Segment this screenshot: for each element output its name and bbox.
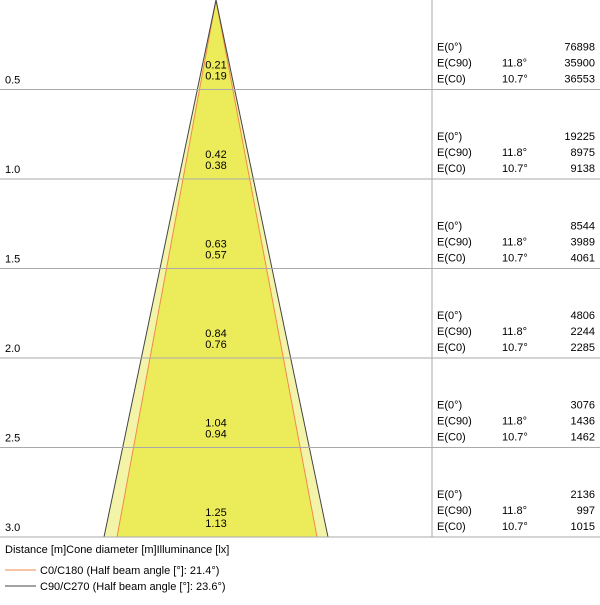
angle: 10.7°	[502, 432, 528, 444]
value: 1436	[571, 416, 595, 428]
angle: 11.8°	[502, 147, 527, 159]
label: E(C0)	[437, 342, 466, 354]
distance: 2.5	[5, 433, 20, 445]
value: 3989	[571, 237, 595, 249]
diameter: 0.57	[205, 250, 226, 262]
diameter: 0.84	[205, 328, 226, 340]
value: 35900	[564, 58, 595, 70]
label: E(C90)	[437, 326, 472, 338]
value: 2285	[571, 342, 595, 354]
angle: 10.7°	[502, 521, 528, 533]
diameter: 0.63	[205, 239, 226, 251]
value: 76898	[564, 42, 595, 54]
value: 8975	[571, 147, 595, 159]
angle: 10.7°	[502, 253, 528, 265]
label: E(0°)	[437, 400, 462, 412]
value: 9138	[571, 163, 595, 175]
value: 997	[577, 505, 595, 517]
angle: 11.8°	[502, 505, 527, 517]
label: E(0°)	[437, 131, 462, 143]
angle: 11.8°	[502, 326, 527, 338]
label: E(C0)	[437, 432, 466, 444]
label: E(C90)	[437, 147, 472, 159]
legend-text: C0/C180 (Half beam angle [°]: 21.4°)	[40, 565, 219, 577]
angle: 10.7°	[502, 74, 528, 86]
label: E(C90)	[437, 58, 472, 70]
value: 1015	[571, 521, 595, 533]
value: 1462	[571, 432, 595, 444]
label: E(C0)	[437, 253, 466, 265]
value: 4061	[571, 253, 595, 265]
label: E(C90)	[437, 237, 472, 249]
value: 2244	[571, 326, 595, 338]
value: 4806	[571, 310, 595, 322]
label: E(0°)	[437, 221, 462, 233]
legend-text: C90/C270 (Half beam angle [°]: 23.6°)	[40, 581, 226, 593]
diameter: 1.25	[205, 507, 226, 519]
label: E(C0)	[437, 163, 466, 175]
label: E(C0)	[437, 521, 466, 533]
angle: 11.8°	[502, 416, 527, 428]
diameter: 1.13	[205, 518, 226, 530]
value: 36553	[564, 74, 595, 86]
distance: 2.0	[5, 343, 20, 355]
diameter: 0.38	[205, 160, 226, 172]
label: E(C90)	[437, 505, 472, 517]
footer: Distance [m]Cone diameter [m]Illuminance…	[5, 544, 229, 556]
value: 2136	[571, 489, 595, 501]
value: 8544	[571, 221, 595, 233]
distance: 3.0	[5, 522, 20, 534]
label: E(C0)	[437, 74, 466, 86]
diameter: 0.76	[205, 339, 226, 351]
diameter: 0.21	[205, 60, 226, 72]
diameter: 0.42	[205, 149, 226, 161]
diameter: 1.04	[205, 418, 226, 430]
value: 19225	[564, 131, 595, 143]
label: E(0°)	[437, 310, 462, 322]
distance: 1.5	[5, 254, 20, 266]
angle: 11.8°	[502, 58, 527, 70]
diameter: 0.94	[205, 429, 226, 441]
distance: 0.5	[5, 75, 20, 87]
angle: 10.7°	[502, 342, 528, 354]
angle: 10.7°	[502, 163, 528, 175]
value: 3076	[571, 400, 595, 412]
distance: 1.0	[5, 164, 20, 176]
label: E(0°)	[437, 42, 462, 54]
rows: 0.5 0.210.19 E(0°) 76898 E(C90) 11.8° 35900 E(C…	[0, 42, 600, 538]
label: E(C90)	[437, 416, 472, 428]
label: E(0°)	[437, 489, 462, 501]
diameter: 0.19	[205, 71, 226, 83]
angle: 11.8°	[502, 237, 527, 249]
